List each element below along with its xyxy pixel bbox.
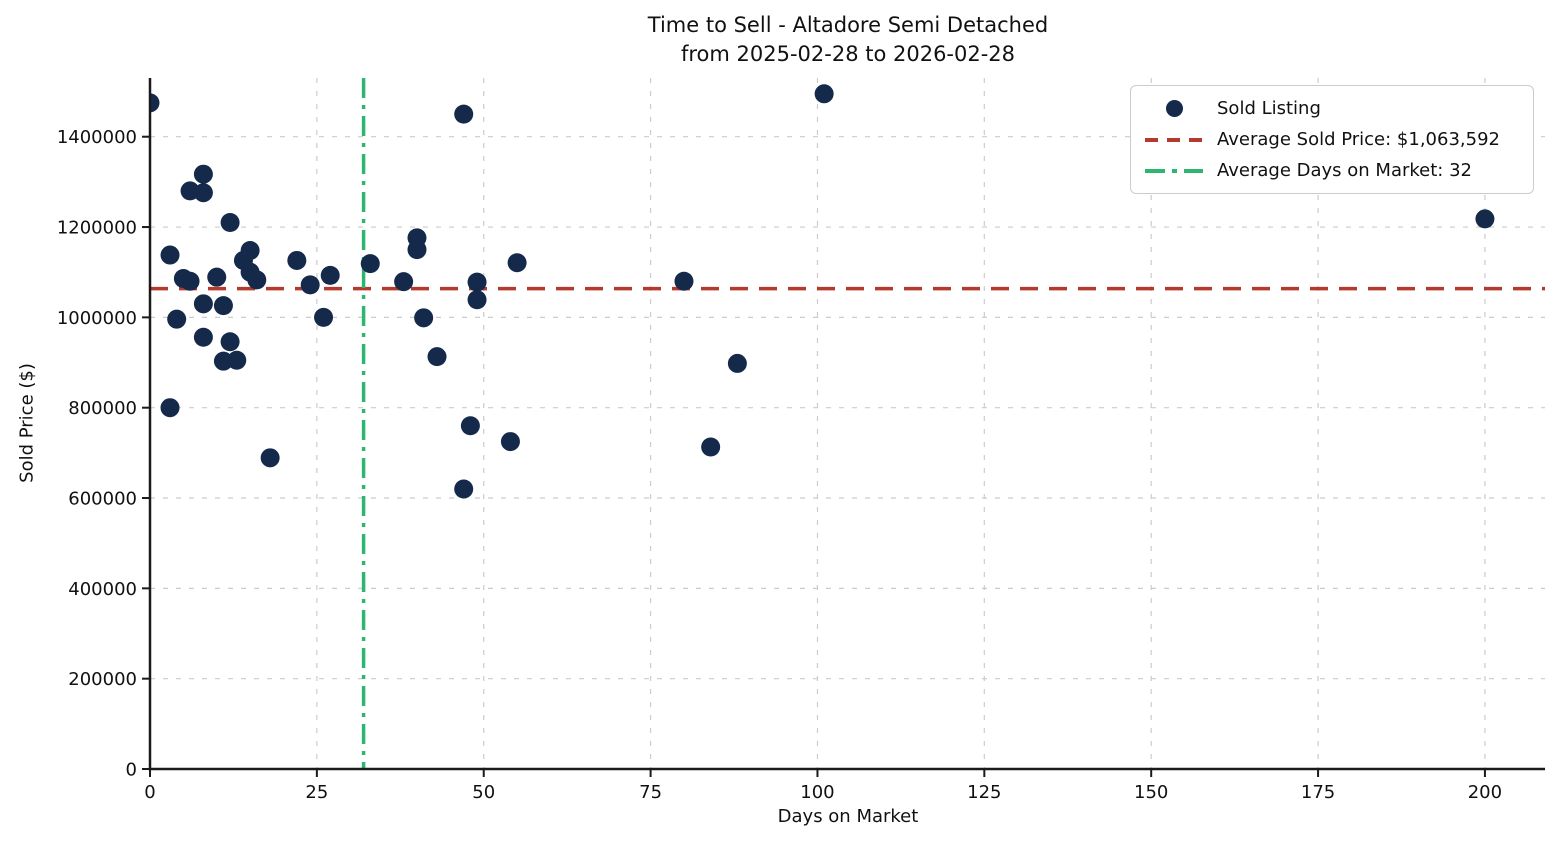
x-tick-label: 125: [967, 782, 1001, 803]
legend-item-label: Sold Listing: [1217, 98, 1321, 119]
x-tick-label: 100: [800, 782, 834, 803]
scatter-point: [260, 448, 280, 468]
scatter-point: [193, 327, 213, 347]
scatter-point: [454, 479, 474, 499]
scatter-point: [674, 271, 694, 291]
scatter-point: [213, 296, 233, 316]
y-tick-label: 0: [126, 760, 137, 781]
plot-area: [149, 78, 1545, 769]
scatter-point: [160, 398, 180, 418]
y-tick-label: 600000: [68, 489, 137, 510]
scatter-point: [320, 265, 340, 285]
scatter-point: [1475, 209, 1495, 229]
scatter-point: [207, 267, 227, 287]
x-tick-label: 175: [1301, 782, 1335, 803]
scatter-point: [167, 309, 187, 329]
scatter-point: [314, 307, 334, 327]
legend-item-label: Average Sold Price: $1,063,592: [1217, 129, 1500, 150]
legend-item: Average Sold Price: $1,063,592: [1145, 129, 1519, 150]
scatter-point: [507, 253, 527, 273]
chart-title-line1: Time to Sell - Altadore Semi Detached: [647, 13, 1049, 37]
legend-dashed-line-marker-icon: [1145, 137, 1203, 142]
scatter-point: [227, 350, 247, 370]
x-tick-label: 150: [1134, 782, 1168, 803]
chart-title-line2: from 2025-02-28 to 2026-02-28: [680, 41, 1016, 66]
scatter-point: [414, 308, 434, 328]
y-tick-label: 400000: [68, 579, 137, 600]
scatter-point: [193, 164, 213, 184]
legend-marker: [1145, 100, 1203, 117]
scatter-point: [407, 240, 427, 260]
x-tick-label: 25: [305, 782, 328, 803]
scatter-point: [701, 437, 721, 457]
scatter-point: [160, 245, 180, 265]
legend-marker: [1145, 168, 1203, 173]
scatter-point: [394, 272, 414, 292]
legend: Sold Listing Average Sold Price: $1,063,5…: [1130, 85, 1534, 194]
y-axis-label: Sold Price ($): [16, 363, 38, 483]
y-tick-label: 1400000: [57, 127, 137, 148]
legend-item: Sold Listing: [1145, 98, 1519, 119]
scatter-point: [460, 416, 480, 436]
scatter-point: [360, 254, 380, 274]
scatter-point: [287, 250, 307, 270]
y-tick-label: 200000: [68, 669, 137, 690]
scatter-point: [240, 241, 260, 261]
scatter-point: [220, 213, 240, 233]
chart-title: Time to Sell - Altadore Semi Detached fr…: [150, 11, 1546, 69]
legend-marker: [1145, 137, 1203, 142]
scatter-point: [247, 270, 267, 290]
x-tick-label: 75: [639, 782, 662, 803]
y-tick-label: 1000000: [57, 308, 137, 329]
scatter-point: [427, 347, 447, 367]
scatter-point: [220, 332, 240, 352]
scatter-point: [814, 84, 834, 104]
x-tick-label: 200: [1468, 782, 1502, 803]
scatter-point: [193, 294, 213, 314]
y-tick-label: 800000: [68, 398, 137, 419]
scatter-point: [467, 290, 487, 310]
scatter-point: [500, 432, 520, 452]
scatter-point: [180, 271, 200, 291]
scatter-point: [193, 183, 213, 203]
legend-dashdot-line-marker-icon: [1145, 168, 1203, 173]
scatter-point: [454, 104, 474, 124]
x-tick-label: 0: [144, 782, 155, 803]
legend-item-label: Average Days on Market: 32: [1217, 160, 1472, 181]
x-axis-label: Days on Market: [777, 806, 919, 827]
scatter-point: [467, 272, 487, 292]
legend-dot-marker-icon: [1165, 100, 1183, 117]
legend-item: Average Days on Market: 32: [1145, 160, 1519, 181]
scatter-point: [149, 93, 160, 113]
scatter-point: [727, 353, 747, 373]
y-tick-label: 1200000: [57, 218, 137, 239]
x-tick-label: 50: [472, 782, 495, 803]
scatter-point: [300, 275, 320, 295]
